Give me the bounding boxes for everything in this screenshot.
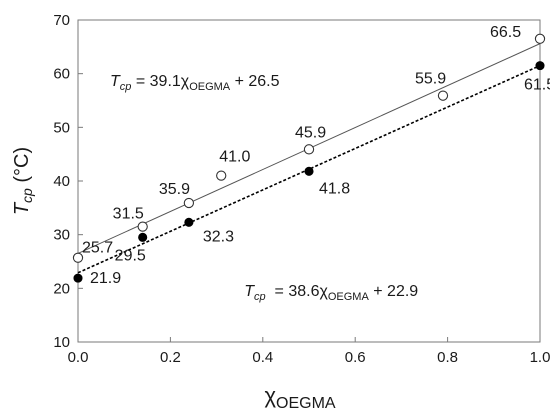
data-label: 41.0 (219, 149, 250, 166)
data-label: 29.5 (115, 247, 146, 264)
eq-filled-lhs: T (244, 283, 255, 300)
data-label: 66.5 (490, 24, 521, 41)
data-label: 25.7 (82, 240, 113, 257)
eq-filled-lhs-sub: cp (254, 291, 266, 303)
y-axis-title-main: T (11, 201, 33, 215)
eq-filled-rhs: + 22.9 (369, 283, 418, 300)
data-label: 35.9 (159, 181, 190, 198)
open-circle-marker (216, 170, 227, 181)
filled-circle-marker (535, 61, 545, 71)
eq-filled-mid: = 38.6χ (266, 283, 329, 300)
x-tick-label: 0.2 (160, 349, 181, 366)
y-axis-title-unit: (°C) (11, 147, 33, 188)
data-label: 45.9 (295, 124, 326, 141)
x-axis-title-main: χ (264, 383, 276, 408)
eq-filled-mid-sub: OEGMA (328, 291, 370, 303)
eq-open-rhs: + 26.5 (230, 73, 279, 90)
data-label: 55.9 (415, 71, 446, 88)
y-axis: 10 20 30 40 50 60 70 (53, 12, 83, 351)
eq-open-mid: = 39.1χ (131, 73, 189, 90)
x-tick-label: 1.0 (530, 349, 550, 366)
y-axis-title-sub: cp (19, 188, 35, 203)
y-tick-label: 10 (53, 334, 70, 351)
eq-open-mid-sub: OEGMA (189, 81, 231, 93)
open-circle-marker (437, 90, 449, 101)
data-label: 32.3 (203, 228, 234, 245)
y-tick-label: 40 (53, 173, 70, 190)
x-tick-label: 0.6 (345, 349, 366, 366)
filled-circle-marker (138, 232, 148, 242)
fit-equation-filled: Tcp = 38.6χOEGMA + 22.9 (222, 283, 432, 303)
open-circle-marker (183, 197, 195, 209)
data-label: 41.8 (319, 180, 350, 197)
filled-circle-marker (304, 166, 314, 176)
y-axis-title: Tcp (°C) (11, 147, 35, 215)
fit-equation-open: Tcp = 39.1χOEGMA + 26.5 (110, 73, 280, 93)
data-labels: 25.731.5 35.9 41.0 45.9 55.9 66.5 21.9 29.5 32.3… (82, 24, 550, 287)
open-circle-marker (72, 252, 84, 263)
x-tick-label: 0.0 (68, 349, 89, 366)
open-circle-marker (534, 33, 546, 44)
x-axis-title: χOEGMA (264, 383, 335, 412)
filled-circle-marker (73, 273, 83, 283)
y-tick-label: 20 (53, 280, 70, 297)
x-axis: 0.0 0.2 0.4 0.6 0.8 1.0 (68, 337, 550, 366)
x-tick-label: 0.4 (252, 349, 273, 366)
filled-circle-marker (184, 217, 194, 227)
y-tick-label: 60 (53, 66, 70, 83)
data-label: 61.5 (524, 77, 550, 94)
open-circle-marker (303, 144, 315, 155)
y-tick-label: 30 (53, 227, 70, 244)
eq-open-lhs: T (110, 73, 121, 90)
y-tick-label: 50 (53, 119, 70, 136)
y-tick-label: 70 (53, 12, 70, 29)
data-markers (72, 33, 546, 283)
fit-line-filled (77, 64, 541, 274)
x-tick-label: 0.8 (437, 349, 458, 366)
eq-open-lhs-sub: cp (120, 81, 132, 93)
data-label: 31.5 (113, 206, 144, 223)
data-label: 21.9 (90, 270, 121, 287)
plot-area (77, 19, 541, 343)
open-circle-marker (137, 221, 148, 232)
x-axis-title-sub: OEGMA (276, 395, 336, 412)
